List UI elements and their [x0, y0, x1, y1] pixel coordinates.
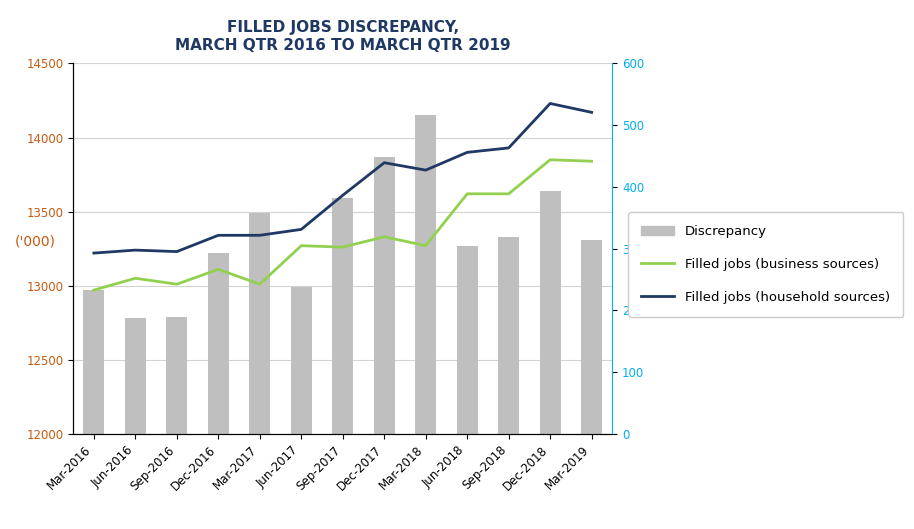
- Filled jobs (household sources): [213, 232, 224, 239]
- Filled jobs (household sources): [420, 167, 431, 174]
- Filled jobs (household sources): [337, 192, 348, 198]
- Filled jobs (household sources): [296, 226, 307, 233]
- Filled jobs (business sources): [378, 234, 389, 240]
- Bar: [374, 157, 395, 529]
- Filled jobs (business sources): [213, 266, 224, 272]
- Filled jobs (household sources): [378, 160, 389, 166]
- Filled jobs (household sources): [545, 101, 556, 107]
- Filled jobs (business sources): [296, 242, 307, 249]
- Bar: [415, 115, 436, 529]
- Title: FILLED JOBS DISCREPANCY,
MARCH QTR 2016 TO MARCH QTR 2019: FILLED JOBS DISCREPANCY, MARCH QTR 2016 …: [175, 20, 511, 52]
- Filled jobs (household sources): [254, 232, 265, 239]
- Filled jobs (business sources): [337, 244, 348, 250]
- Bar: [333, 198, 353, 529]
- Filled jobs (business sources): [462, 190, 473, 197]
- Filled jobs (business sources): [171, 281, 182, 287]
- Bar: [208, 253, 228, 529]
- Filled jobs (household sources): [89, 250, 100, 256]
- Filled jobs (household sources): [504, 145, 515, 151]
- Filled jobs (household sources): [171, 249, 182, 255]
- Line: Filled jobs (business sources): Filled jobs (business sources): [94, 160, 591, 290]
- Bar: [457, 245, 477, 529]
- Filled jobs (business sources): [420, 242, 431, 249]
- Legend: Discrepancy, Filled jobs (business sources), Filled jobs (household sources): Discrepancy, Filled jobs (business sourc…: [628, 212, 903, 317]
- Bar: [83, 290, 104, 529]
- Filled jobs (household sources): [586, 109, 597, 115]
- Bar: [498, 237, 519, 529]
- Line: Filled jobs (household sources): Filled jobs (household sources): [94, 104, 591, 253]
- Bar: [540, 191, 560, 529]
- Filled jobs (household sources): [462, 149, 473, 156]
- Filled jobs (business sources): [89, 287, 100, 293]
- Bar: [291, 287, 312, 529]
- Filled jobs (business sources): [504, 190, 515, 197]
- Filled jobs (business sources): [545, 157, 556, 163]
- Bar: [250, 213, 271, 529]
- Bar: [166, 317, 187, 529]
- Bar: [125, 318, 145, 529]
- Filled jobs (business sources): [254, 281, 265, 287]
- Bar: [581, 240, 602, 529]
- Filled jobs (business sources): [586, 158, 597, 165]
- Filled jobs (business sources): [130, 275, 141, 281]
- Y-axis label: ('000): ('000): [15, 235, 56, 249]
- Filled jobs (household sources): [130, 247, 141, 253]
